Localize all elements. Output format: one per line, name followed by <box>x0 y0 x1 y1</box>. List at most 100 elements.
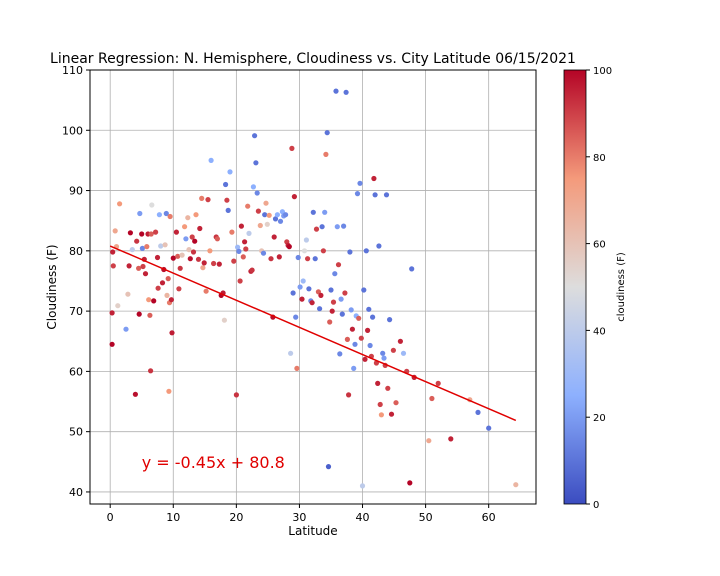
data-point <box>367 342 373 349</box>
regression-equation: y = -0.45x + 80.8 <box>142 453 285 472</box>
data-point <box>300 278 306 284</box>
x-tick-label: 0 <box>107 511 114 524</box>
data-point <box>322 209 328 215</box>
data-point <box>352 341 358 347</box>
data-point <box>231 258 237 264</box>
data-point <box>301 248 308 254</box>
y-tick-label: 70 <box>69 305 83 318</box>
data-point <box>372 192 378 198</box>
x-tick-label: 10 <box>166 511 180 524</box>
data-point <box>271 234 277 240</box>
data-point <box>357 180 363 186</box>
data-point <box>291 194 297 200</box>
data-point <box>149 202 155 208</box>
regression-line <box>109 245 517 422</box>
data-point <box>344 336 350 342</box>
data-point <box>429 395 435 402</box>
data-point <box>167 213 173 220</box>
data-point <box>338 296 344 302</box>
data-point <box>347 249 353 255</box>
data-point <box>341 223 347 229</box>
data-point <box>134 238 140 244</box>
data-point <box>140 263 146 270</box>
data-point <box>276 254 282 260</box>
data-point <box>200 265 206 271</box>
x-axis-label: Latitude <box>288 524 337 538</box>
data-point <box>337 351 343 357</box>
data-point <box>320 248 326 254</box>
data-point <box>334 224 340 230</box>
data-point <box>333 88 339 94</box>
data-point <box>158 243 164 249</box>
data-point <box>371 175 377 182</box>
x-tick-label: 50 <box>419 511 433 524</box>
data-point <box>199 195 205 201</box>
data-point <box>195 256 202 262</box>
data-point <box>233 392 239 398</box>
data-point <box>192 238 198 244</box>
data-point <box>309 300 315 306</box>
data-point <box>203 288 209 294</box>
colorbar-tick-label: 100 <box>593 66 612 77</box>
data-point <box>125 291 131 297</box>
data-point <box>151 298 157 304</box>
data-point <box>139 231 145 237</box>
data-point <box>190 249 197 255</box>
data-point <box>137 210 143 217</box>
data-point <box>242 239 248 245</box>
data-point <box>227 169 233 175</box>
data-point <box>126 263 132 269</box>
data-point <box>208 157 214 163</box>
data-point <box>162 242 168 248</box>
y-tick-label: 90 <box>69 185 83 198</box>
data-point <box>409 266 415 272</box>
data-point <box>211 260 217 267</box>
data-point <box>127 230 133 236</box>
data-point <box>229 229 235 235</box>
data-point <box>182 224 188 230</box>
x-tick-label: 60 <box>482 511 496 524</box>
data-point <box>254 190 260 196</box>
data-point <box>513 482 519 488</box>
data-point <box>142 271 149 277</box>
data-point <box>380 350 386 356</box>
data-point <box>132 391 138 397</box>
data-point <box>257 222 263 229</box>
data-point <box>173 229 179 235</box>
data-point <box>148 368 154 374</box>
data-point <box>390 347 396 353</box>
data-point <box>349 326 355 332</box>
y-tick-label: 110 <box>62 64 83 77</box>
data-point <box>183 236 189 242</box>
data-point <box>243 246 249 252</box>
data-point <box>221 317 227 323</box>
x-axis-ticks: 0 10 20 30 40 50 60 <box>107 504 496 524</box>
data-point <box>475 409 481 415</box>
data-point <box>109 310 115 316</box>
data-point <box>112 228 118 234</box>
data-point <box>255 208 261 214</box>
data-point <box>332 271 338 277</box>
data-point <box>348 307 354 313</box>
colorbar-tick-label: 20 <box>593 413 606 424</box>
data-point <box>426 438 432 444</box>
data-point <box>328 287 334 293</box>
data-point <box>335 262 342 268</box>
data-point <box>383 192 390 198</box>
plot-frame <box>89 69 537 505</box>
data-point <box>351 365 357 371</box>
data-point <box>294 365 300 371</box>
data-point <box>154 254 161 261</box>
data-point <box>207 248 213 254</box>
data-point <box>170 255 176 261</box>
data-point <box>201 260 207 266</box>
data-point <box>240 254 246 260</box>
data-point <box>246 230 252 236</box>
data-point <box>117 201 123 207</box>
colorbar-tick-label: 80 <box>593 153 606 164</box>
grid <box>90 69 536 504</box>
data-point <box>313 226 320 232</box>
data-point <box>223 181 229 188</box>
data-point <box>139 245 145 251</box>
data-point <box>110 263 116 269</box>
